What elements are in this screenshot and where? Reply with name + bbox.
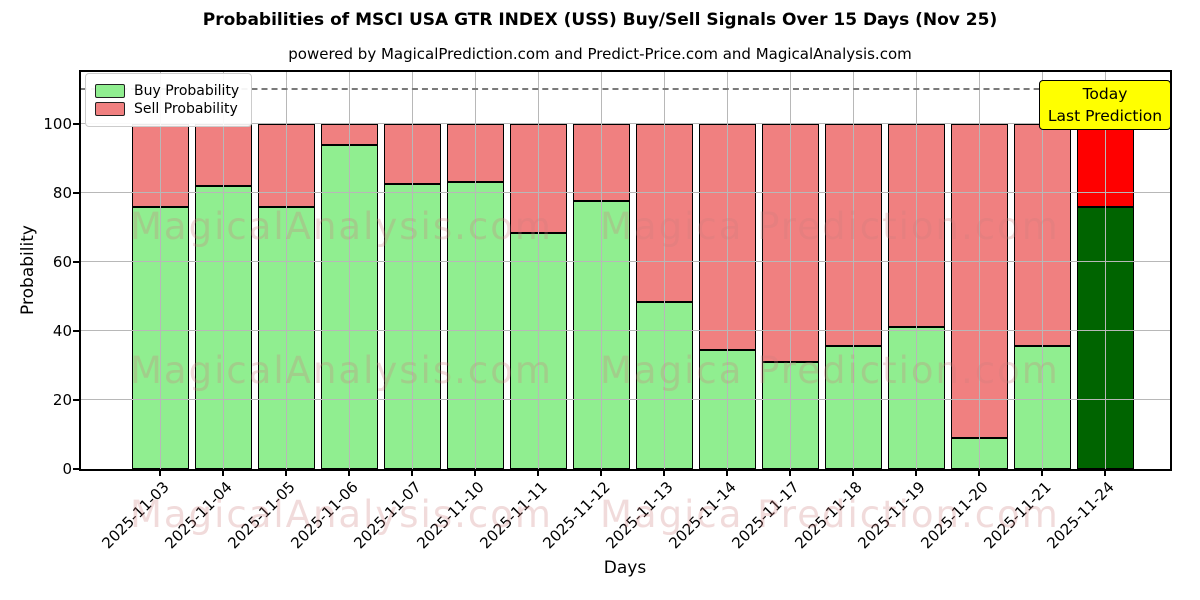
y-tick-mark (73, 329, 80, 332)
chart-title: Probabilities of MSCI USA GTR INDEX (USS… (202, 10, 998, 30)
v-gridline (285, 72, 287, 469)
v-gridline (411, 72, 413, 469)
legend-item-buy: Buy Probability (95, 83, 239, 99)
x-tick-mark (285, 470, 287, 476)
grid-layer (81, 72, 1170, 469)
x-tick-mark (222, 470, 224, 476)
v-gridline (1041, 72, 1043, 469)
h-gridline (81, 261, 1170, 263)
v-gridline (222, 72, 224, 469)
y-tick-label: 100 (43, 114, 72, 133)
v-gridline (726, 72, 728, 469)
v-gridline (600, 72, 602, 469)
x-axis-title: Days (603, 558, 647, 578)
y-tick-mark (73, 398, 80, 401)
v-gridline (1104, 72, 1106, 469)
h-gridline (81, 123, 1170, 125)
y-tick-label: 80 (52, 183, 72, 202)
x-tick-mark (1104, 470, 1106, 476)
v-gridline (978, 72, 980, 469)
y-tick-mark (73, 122, 80, 125)
v-gridline (915, 72, 917, 469)
watermark-analysis: MagicalAnalysis.com (130, 493, 553, 536)
v-gridline (663, 72, 665, 469)
v-gridline (474, 72, 476, 469)
x-tick-mark (600, 470, 602, 476)
h-gridline (81, 330, 1170, 332)
buy-color-swatch (95, 84, 125, 98)
bars-layer (81, 72, 1170, 469)
y-tick-mark (73, 260, 80, 263)
h-gridline (81, 399, 1170, 401)
watermark-layer: MagicalAnalysis.com Magica Prediction.com… (81, 72, 1170, 536)
watermark-prediction: Magica Prediction.com (600, 349, 1060, 392)
v-gridline (537, 72, 539, 469)
x-tick-mark (348, 470, 350, 476)
v-gridline (159, 72, 161, 469)
x-tick-mark (474, 470, 476, 476)
legend-sell-label: Sell Probability (134, 101, 238, 117)
h-gridline (81, 192, 1170, 194)
x-tick-mark (411, 470, 413, 476)
v-gridline (348, 72, 350, 469)
x-tick-mark (726, 470, 728, 476)
chart-subtitle: powered by MagicalPrediction.com and Pre… (288, 45, 912, 63)
y-tick-mark (73, 468, 80, 470)
x-tick-mark (915, 470, 917, 476)
y-tick-label: 0 (62, 460, 72, 478)
watermark-prediction: Magica Prediction.com (600, 493, 1060, 536)
x-tick-mark (978, 470, 980, 476)
plot-area: MagicalAnalysis.com Magica Prediction.com… (79, 70, 1172, 536)
annotation-line2: Last Prediction (1047, 107, 1163, 125)
y-tick-label: 60 (52, 252, 72, 271)
x-tick-mark (1041, 470, 1043, 476)
threshold-dashed-line (81, 88, 1170, 91)
v-gridline (852, 72, 854, 469)
annotation-line1: Today (1082, 85, 1128, 103)
watermark-prediction: Magica Prediction.com (600, 205, 1060, 248)
y-axis-title: Probability (18, 225, 38, 315)
legend: Buy Probability Sell Probability (85, 73, 253, 127)
watermark-analysis: MagicalAnalysis.com (130, 205, 553, 248)
v-gridline (789, 72, 791, 469)
x-tick-mark (159, 470, 161, 476)
watermark-analysis: MagicalAnalysis.com (130, 349, 553, 392)
y-tick-label: 40 (52, 321, 72, 340)
legend-buy-label: Buy Probability (134, 83, 240, 99)
legend-item-sell: Sell Probability (95, 101, 239, 117)
x-tick-mark (663, 470, 665, 476)
x-tick-mark (537, 470, 539, 476)
sell-color-swatch (95, 102, 125, 116)
x-tick-mark (789, 470, 791, 476)
y-tick-label: 20 (52, 390, 72, 409)
x-tick-mark (852, 470, 854, 476)
today-annotation: Today Last Prediction (1039, 80, 1171, 130)
y-tick-mark (73, 191, 80, 194)
